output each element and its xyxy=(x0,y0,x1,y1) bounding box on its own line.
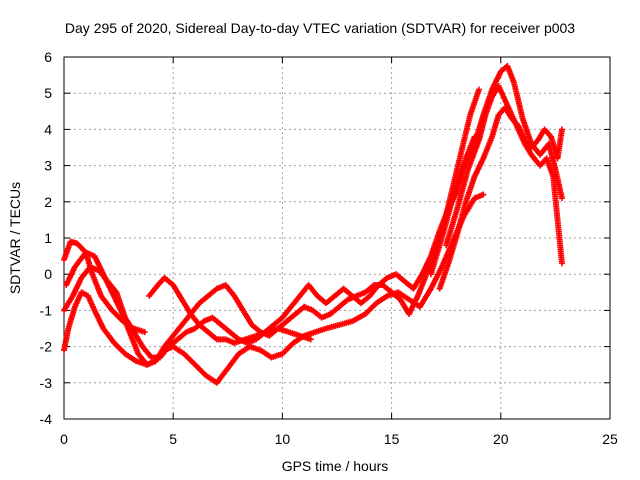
x-tick-label: 20 xyxy=(493,431,509,447)
x-tick-label: 10 xyxy=(275,431,291,447)
data-point xyxy=(307,336,314,343)
data-points xyxy=(61,63,565,386)
data-point xyxy=(475,86,482,93)
y-tick-label: 1 xyxy=(44,230,52,246)
series-track-8 xyxy=(436,104,565,292)
x-axis-label: GPS time / hours xyxy=(282,458,389,474)
x-tick-label: 25 xyxy=(602,431,618,447)
chart-title: Day 295 of 2020, Sidereal Day-to-day VTE… xyxy=(65,20,575,36)
series-track-5 xyxy=(63,86,482,368)
series-track-6 xyxy=(427,63,565,278)
data-point xyxy=(558,126,565,133)
y-tick-label: -2 xyxy=(40,339,53,355)
data-point xyxy=(480,191,487,198)
data-point xyxy=(558,195,565,202)
data-point xyxy=(141,329,148,336)
y-tick-label: 3 xyxy=(44,158,52,174)
y-tick-label: -3 xyxy=(40,375,53,391)
data-point xyxy=(558,260,565,267)
y-tick-label: -1 xyxy=(40,302,53,318)
y-axis-label: SDTVAR / TECUs xyxy=(7,182,23,294)
y-tick-label: 2 xyxy=(44,194,52,210)
x-tick-label: 0 xyxy=(60,431,68,447)
y-tick-label: 5 xyxy=(44,85,52,101)
y-tick-label: 4 xyxy=(44,121,52,137)
y-tick-label: 0 xyxy=(44,266,52,282)
y-tick-label: -4 xyxy=(40,411,53,427)
series-track-7 xyxy=(443,82,565,267)
y-tick-label: 6 xyxy=(44,49,52,65)
x-tick-label: 5 xyxy=(169,431,177,447)
x-tick-label: 15 xyxy=(384,431,400,447)
axis-ticks: 0 5 10 15 20 25 -4 -3 -2 -1 0 1 2 3 4 5 6 xyxy=(40,49,618,447)
